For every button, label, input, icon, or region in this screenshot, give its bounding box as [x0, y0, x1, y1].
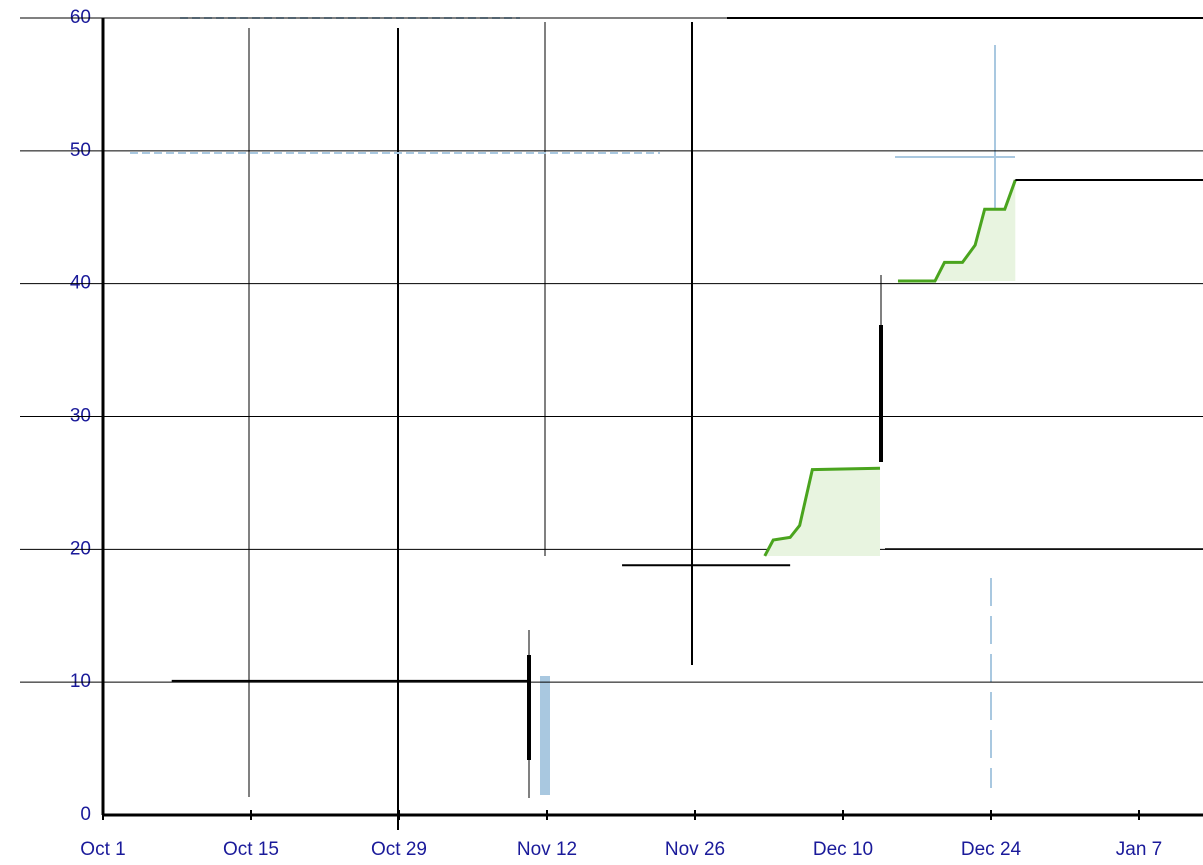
- y-tick-label: 0: [80, 804, 91, 825]
- area: [764, 468, 880, 556]
- x-tick-label: Nov 12: [517, 839, 577, 860]
- x-tick-label: Nov 26: [665, 839, 725, 860]
- line: [763, 179, 1017, 557]
- x-tick-label: Jan 7: [1116, 839, 1162, 860]
- x-tick-label: Oct 1: [80, 839, 125, 860]
- x-tick-label: Oct 29: [371, 839, 427, 860]
- x-tick-label: Dec 24: [961, 839, 1022, 860]
- x-tick-label: Dec 10: [813, 839, 873, 860]
- line: [171, 179, 1203, 682]
- x-tick-label: Oct 15: [223, 839, 279, 860]
- area: [897, 180, 1016, 282]
- decoration: [130, 17, 1203, 830]
